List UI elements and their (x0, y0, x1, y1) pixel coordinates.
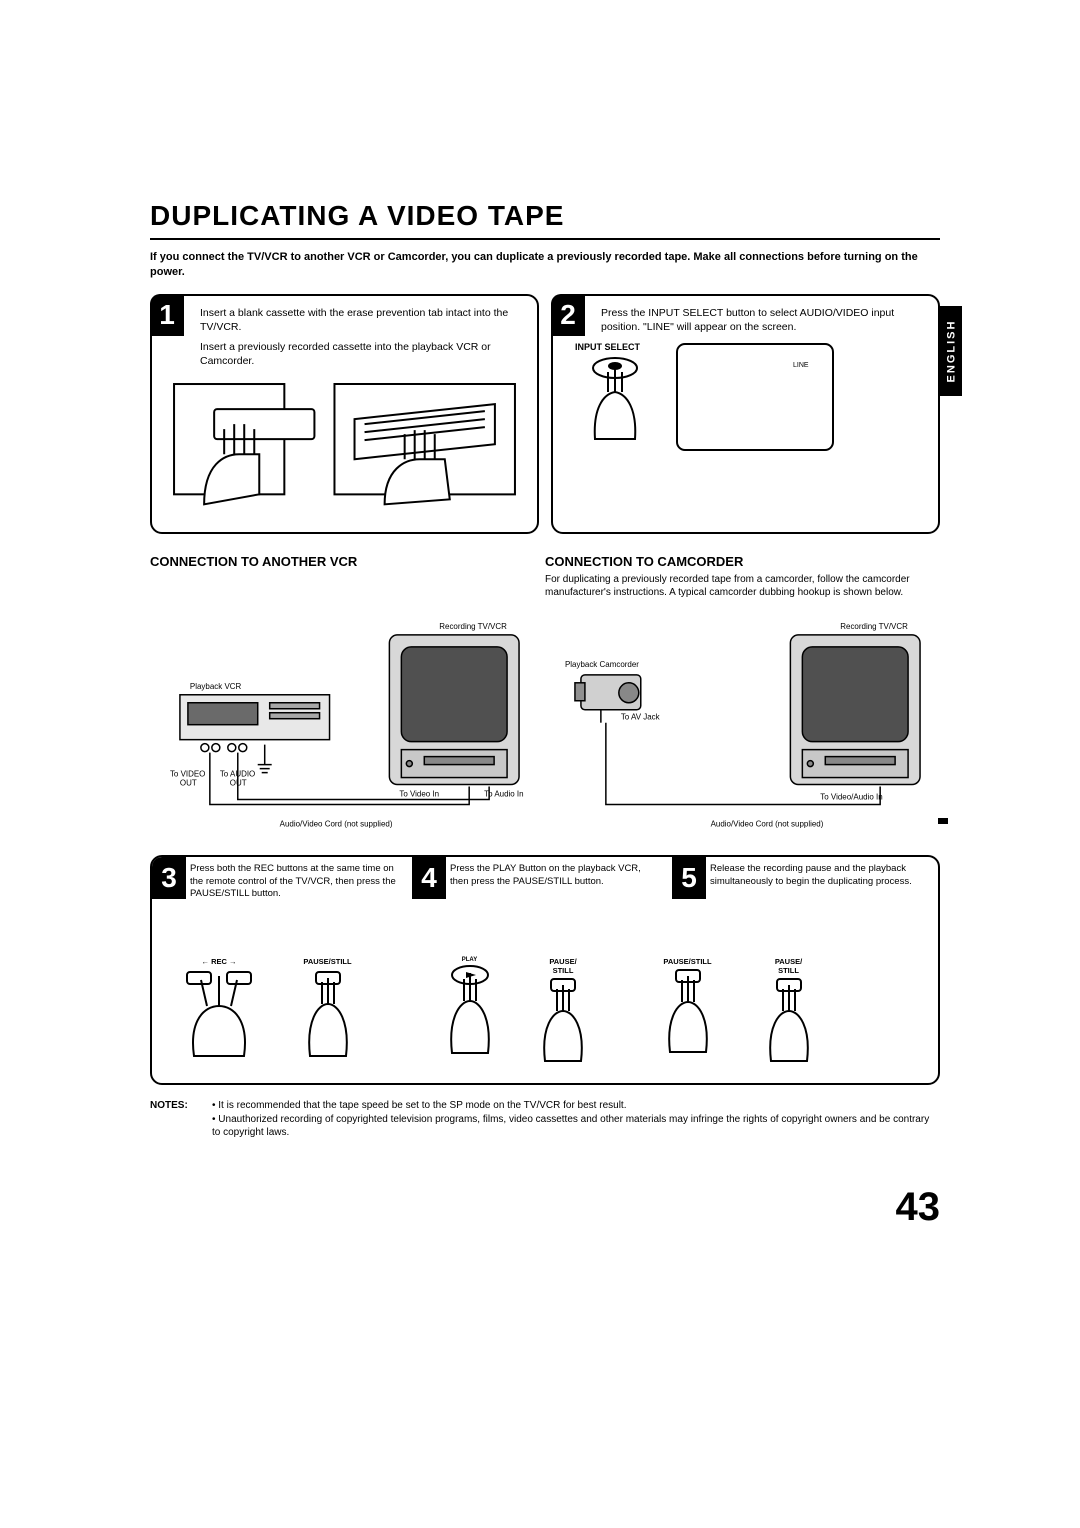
page-title: DUPLICATING A VIDEO TAPE (150, 200, 940, 232)
step-2-text: Press the INPUT SELECT button to select … (601, 306, 926, 334)
svg-text:To AUDIO: To AUDIO (220, 769, 255, 778)
pause-press-icon-3 (648, 966, 728, 1056)
rec-press-icon (169, 966, 269, 1061)
pause-label-3: PAUSE/STILL (280, 957, 375, 966)
pause-press-icon-2 (523, 975, 603, 1065)
divider (150, 238, 940, 240)
notes-label: NOTES: (150, 1099, 212, 1140)
steps-345-panel: 3 Press both the REC buttons at the same… (150, 855, 940, 1085)
step-3-text: Press both the REC buttons at the same t… (190, 857, 402, 900)
play-press-icon (430, 963, 510, 1058)
svg-text:To Video/Audio In: To Video/Audio In (820, 792, 882, 801)
pause-label-5a: PAUSE/STILL (640, 957, 735, 966)
svg-text:Audio/Video Cord (not supplied: Audio/Video Cord (not supplied) (711, 819, 824, 828)
svg-text:To Video In: To Video In (399, 789, 439, 798)
note-1: • It is recommended that the tape speed … (212, 1099, 940, 1113)
pause-press-icon-4 (749, 975, 829, 1065)
svg-text:Audio/Video Cord (not supplied: Audio/Video Cord (not supplied) (280, 819, 393, 828)
vcr-connection-title: CONNECTION TO ANOTHER VCR (150, 554, 545, 569)
step-5-text: Release the recording pause and the play… (710, 857, 932, 888)
edge-mark (938, 818, 948, 824)
cam-connection-text: For duplicating a previously recorded ta… (545, 573, 940, 599)
cam-connection-title: CONNECTION TO CAMCORDER (545, 554, 940, 569)
svg-text:Playback Camcorder: Playback Camcorder (565, 660, 639, 669)
intro-text: If you connect the TV/VCR to another VCR… (150, 250, 940, 280)
page-number: 43 (896, 1185, 941, 1230)
tv-screen-icon (675, 342, 835, 452)
step-5-number: 5 (672, 857, 706, 899)
svg-text:To Audio In: To Audio In (484, 789, 523, 798)
svg-text:To VIDEO: To VIDEO (170, 769, 205, 778)
cam-connection-diagram: Recording TV/VCR Playback Camcorder To A… (551, 605, 940, 839)
step-1-text-b: Insert a previously recorded cassette in… (200, 340, 525, 368)
step-2-panel: 2 Press the INPUT SELECT button to selec… (551, 294, 940, 534)
step-4-text: Press the PLAY Button on the playback VC… (450, 857, 662, 888)
step-1-panel: 1 Insert a blank cassette with the erase… (150, 294, 539, 534)
pause-press-icon (288, 966, 368, 1061)
svg-text:To AV Jack: To AV Jack (621, 712, 660, 721)
svg-text:Recording TV/VCR: Recording TV/VCR (840, 622, 908, 631)
cassette-insert-diagram (164, 374, 525, 514)
pause-label-5b: PAUSE/ STILL (741, 957, 836, 975)
svg-text:OUT: OUT (180, 778, 197, 787)
input-select-label: INPUT SELECT (575, 342, 655, 352)
step-1-text-a: Insert a blank cassette with the erase p… (200, 306, 525, 334)
step-1-number: 1 (150, 294, 184, 336)
notes-section: NOTES: • It is recommended that the tape… (150, 1099, 940, 1140)
svg-text:Playback VCR: Playback VCR (190, 682, 242, 691)
note-2: • Unauthorized recording of copyrighted … (212, 1113, 940, 1140)
press-button-icon (575, 354, 655, 444)
svg-text:Recording TV/VCR: Recording TV/VCR (439, 622, 507, 631)
language-tab: ENGLISH (940, 306, 962, 396)
rec-label: ← REC → (164, 957, 274, 966)
screen-line-text: LINE (793, 362, 953, 369)
vcr-connection-diagram: Recording TV/VCR Playback VCR To VIDEOOU… (150, 605, 539, 839)
step-3-number: 3 (152, 857, 186, 899)
svg-text:OUT: OUT (230, 778, 247, 787)
step-4-number: 4 (412, 857, 446, 899)
pause-label-4: PAUSE/ STILL (518, 957, 608, 975)
step-2-number: 2 (551, 294, 585, 336)
